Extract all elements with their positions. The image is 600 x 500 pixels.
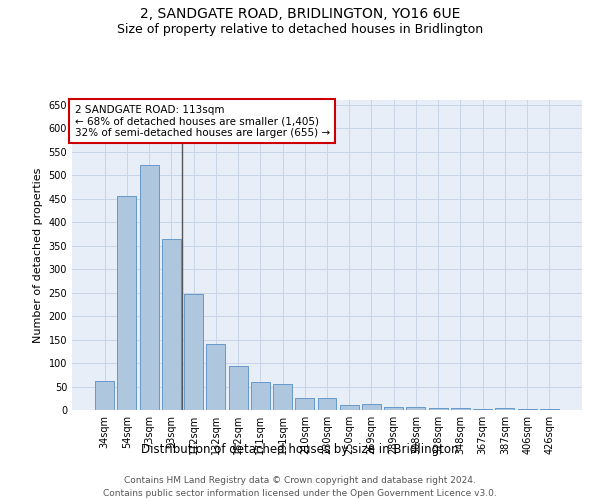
Text: Size of property relative to detached houses in Bridlington: Size of property relative to detached ho… xyxy=(117,22,483,36)
Bar xyxy=(206,344,225,410)
Bar xyxy=(229,366,248,410)
Bar xyxy=(496,408,514,410)
Bar xyxy=(540,408,559,410)
Bar xyxy=(406,407,425,410)
Text: Contains HM Land Registry data © Crown copyright and database right 2024.
Contai: Contains HM Land Registry data © Crown c… xyxy=(103,476,497,498)
Text: 2, SANDGATE ROAD, BRIDLINGTON, YO16 6UE: 2, SANDGATE ROAD, BRIDLINGTON, YO16 6UE xyxy=(140,8,460,22)
Y-axis label: Number of detached properties: Number of detached properties xyxy=(33,168,43,342)
Bar xyxy=(140,165,158,410)
Bar xyxy=(251,382,270,410)
Bar xyxy=(362,404,381,410)
Bar xyxy=(429,408,448,410)
Bar xyxy=(162,238,181,410)
Text: 2 SANDGATE ROAD: 113sqm
← 68% of detached houses are smaller (1,405)
32% of semi: 2 SANDGATE ROAD: 113sqm ← 68% of detache… xyxy=(74,104,329,138)
Bar xyxy=(384,406,403,410)
Bar xyxy=(473,408,492,410)
Bar xyxy=(184,294,203,410)
Bar xyxy=(95,381,114,410)
Bar xyxy=(295,398,314,410)
Bar xyxy=(118,196,136,410)
Text: Distribution of detached houses by size in Bridlington: Distribution of detached houses by size … xyxy=(141,442,459,456)
Bar xyxy=(451,408,470,410)
Bar xyxy=(273,384,292,410)
Bar xyxy=(340,406,359,410)
Bar xyxy=(518,408,536,410)
Bar xyxy=(317,398,337,410)
